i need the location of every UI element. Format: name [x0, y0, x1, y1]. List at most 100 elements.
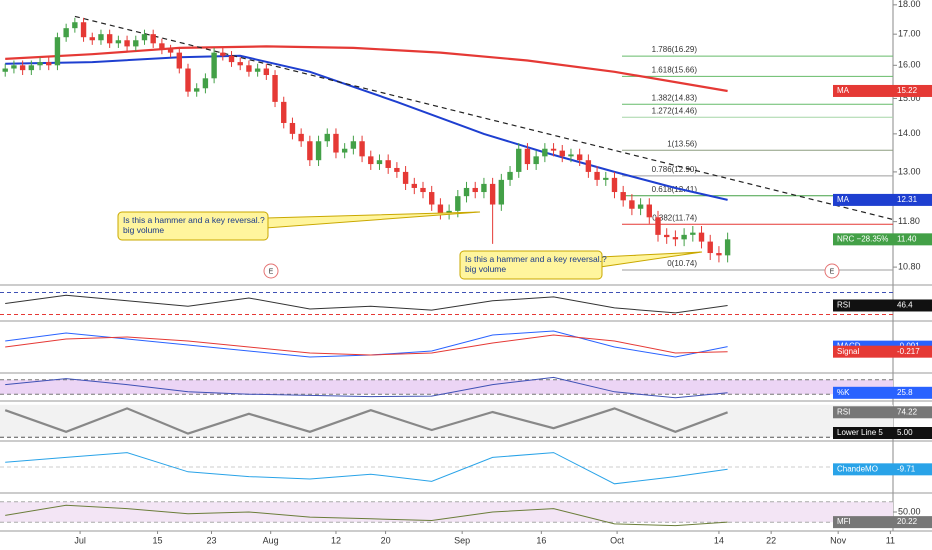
indicator-line: [5, 376, 728, 399]
tag-label: ChandeMO: [837, 464, 878, 473]
candle-body: [437, 204, 444, 214]
tag-value-box: [893, 463, 932, 476]
tag-value: 20.22: [897, 517, 918, 526]
candle-body: [176, 52, 182, 69]
candle-body: [646, 204, 652, 218]
fib-label: 0.786(12.90): [652, 165, 698, 174]
candle-body: [550, 148, 557, 151]
candle-body: [11, 65, 17, 69]
tag-label: MFI: [837, 517, 851, 526]
candle-body: [133, 40, 139, 47]
candle-body: [576, 154, 583, 161]
candle-body: [2, 68, 8, 72]
price-tag: [833, 463, 893, 476]
candle-body: [89, 37, 95, 41]
candle-body: [637, 204, 644, 209]
candle-body: [324, 133, 330, 142]
candle-body: [507, 171, 513, 180]
price-tag: [833, 233, 893, 246]
y-tick-label: 10.80: [898, 261, 921, 271]
candle-body: [298, 133, 304, 142]
candle-body: [289, 122, 296, 134]
tag-value: -9.71: [897, 464, 916, 473]
fib-label: 0(10.74): [667, 259, 697, 268]
candle-body: [376, 160, 383, 165]
candle-body: [402, 171, 409, 184]
candle-body: [254, 68, 261, 72]
tag-label: RSI: [837, 301, 850, 310]
tag-value-box: [893, 427, 932, 439]
candle-body: [672, 237, 679, 240]
fib-label: 1(13.56): [667, 139, 697, 148]
tag-value-box: [893, 516, 932, 529]
fib-label: 0.382(11.74): [652, 213, 697, 222]
candle-body: [446, 210, 452, 214]
fib-label: 1.786(16.29): [652, 45, 698, 54]
candle-body: [681, 234, 687, 240]
x-tick-label: Sep: [454, 535, 470, 545]
candle-body: [350, 141, 357, 149]
candle-body: [542, 148, 548, 157]
candle-body: [394, 167, 400, 172]
price-tag: [833, 516, 893, 529]
x-tick-label: 22: [766, 535, 776, 545]
candle-body: [272, 75, 278, 102]
indicator-line: [5, 294, 728, 314]
tag-value-box: [893, 345, 932, 358]
candle-body: [54, 37, 61, 66]
tag-value-box: [893, 406, 932, 419]
tag-label: Lower Line 5: [837, 428, 883, 437]
candle-body: [655, 217, 661, 235]
tag-value-box: [893, 299, 932, 312]
tag-value-box: [893, 233, 932, 246]
tag-value-box: [893, 386, 932, 399]
candle-body: [585, 160, 592, 172]
tag-value: 11.40: [897, 234, 917, 243]
candle-body: [263, 68, 270, 76]
candle-body: [472, 187, 478, 193]
candle-body: [568, 154, 574, 157]
candle-body: [498, 179, 505, 205]
tag-value: 74.22: [897, 407, 918, 416]
candle-body: [489, 183, 496, 205]
candle-body: [707, 241, 713, 254]
moving-average: [5, 45, 728, 93]
earnings-marker: [263, 263, 279, 279]
x-tick-label: Jul: [74, 535, 86, 545]
fib-label: 1.382(14.83): [652, 93, 698, 102]
candle-body: [716, 253, 722, 256]
tag-label: MA: [837, 86, 850, 95]
candle-body: [220, 52, 226, 56]
callout-text: Is this a hammer and a key reversal.?: [123, 215, 265, 225]
y-tick-label: 18.00: [898, 0, 921, 9]
candle-body: [46, 62, 52, 66]
candle-body: [611, 177, 618, 193]
indicator-line: [4, 407, 728, 435]
candle-body: [333, 133, 339, 153]
candle-body: [37, 62, 43, 66]
indicator-line: [5, 504, 728, 527]
price-tag: [833, 345, 893, 358]
x-tick-label: 23: [206, 535, 216, 545]
candle-body: [202, 78, 209, 89]
x-tick-label: 15: [153, 535, 163, 545]
candle-body: [594, 171, 600, 180]
candle-body: [211, 52, 217, 79]
x-tick-label: 14: [714, 535, 724, 545]
candle-body: [368, 156, 374, 165]
candle-body: [359, 141, 365, 157]
candle-body: [603, 177, 609, 180]
x-tick-label: Oct: [610, 535, 625, 545]
tag-value: 5.00: [897, 428, 913, 437]
candle-body: [115, 40, 122, 44]
candle-body: [481, 183, 487, 193]
price-tag: [833, 427, 893, 439]
tag-value: 15.22: [897, 86, 918, 95]
candle-body: [411, 183, 417, 188]
callout-text: Is this a hammer and a key reversal.?: [465, 254, 607, 264]
price-tag: [833, 84, 893, 97]
candle-body: [516, 148, 522, 172]
candle-body: [167, 49, 174, 53]
price-tag: [833, 193, 893, 206]
y-tick-label: 16.00: [898, 60, 921, 70]
